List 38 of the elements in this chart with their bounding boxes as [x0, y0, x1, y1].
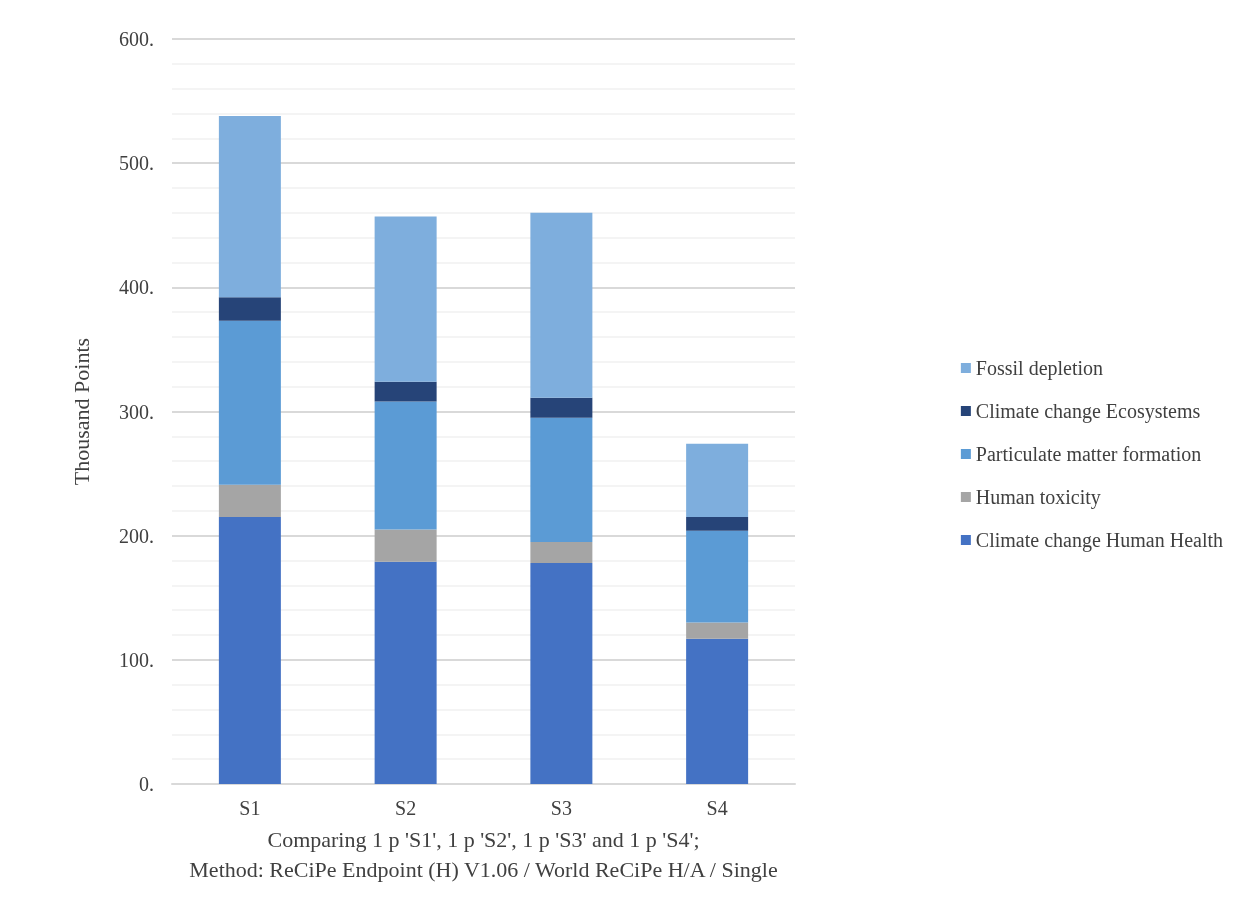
- bar: [374, 216, 437, 382]
- bar: [374, 561, 437, 784]
- x-tick-label: S1: [239, 797, 261, 819]
- bar: [530, 212, 593, 398]
- bar: [686, 530, 749, 623]
- x-tick-label: S3: [550, 797, 572, 819]
- legend-label: Particulate matter formation: [975, 443, 1202, 465]
- bar: [530, 562, 593, 784]
- bar: [686, 443, 749, 518]
- bar: [530, 397, 593, 418]
- bar: [686, 517, 749, 531]
- x-axis-title: Comparing 1 p 'S1', 1 p 'S2', 1 p 'S3' and 1 p 'S4'; Method: ReCiPe Endpoint (H) V1.06 / World ReCiPe H/A / Single: [189, 826, 778, 882]
- bar: [686, 622, 749, 639]
- x-tick-label: S2: [395, 797, 417, 819]
- x-tick-label: S4: [706, 797, 728, 819]
- bar: [218, 115, 281, 298]
- bar: [218, 297, 281, 321]
- legend-label: Climate change Ecosystems: [975, 400, 1201, 423]
- legend-label: Fossil depletion: [975, 357, 1104, 380]
- bar: [530, 541, 593, 563]
- bar: [374, 529, 437, 562]
- bar: [686, 638, 749, 784]
- bar: [530, 417, 593, 542]
- y-tick-label: 400.: [119, 276, 154, 299]
- bar: [218, 484, 281, 518]
- y-tick-label: 300.: [119, 400, 154, 423]
- y-tick-label: 0.: [139, 773, 154, 795]
- bar: [374, 381, 437, 402]
- y-tick-label: 600.: [119, 28, 154, 50]
- bar: [218, 320, 281, 485]
- y-tick-label: 500.: [119, 152, 154, 175]
- y-tick-label: 100.: [119, 648, 154, 671]
- y-axis-title: Thousand Points: [68, 337, 94, 486]
- legend-label: Climate change Human Health: [975, 529, 1223, 552]
- bar: [218, 517, 281, 784]
- y-tick-label: 200.: [119, 524, 154, 547]
- bar: [374, 401, 437, 530]
- legend-label: Human toxicity: [975, 486, 1101, 509]
